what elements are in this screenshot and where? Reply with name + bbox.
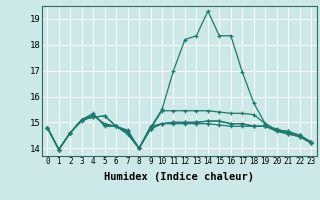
X-axis label: Humidex (Indice chaleur): Humidex (Indice chaleur) [104, 172, 254, 182]
